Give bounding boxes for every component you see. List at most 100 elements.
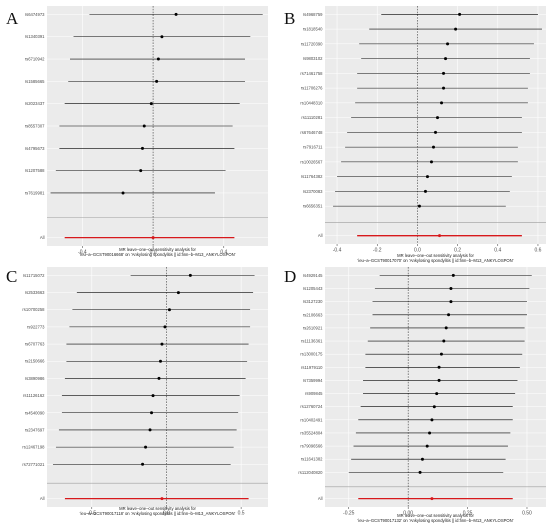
snp-label: rs6656351 — [303, 204, 323, 209]
snp-label: rs4929145 — [303, 273, 323, 278]
snp-label: rs7359994 — [303, 378, 323, 383]
snp-label: rs12467198 — [22, 445, 45, 450]
estimate-point — [176, 291, 180, 295]
snp-label: rs2370083 — [303, 189, 323, 194]
snp-label: rs3890986 — [25, 376, 45, 381]
snp-label: rs35524804 — [300, 430, 323, 435]
caption-line-2: 'ieu–a–GCST90017118' on 'Ankylosing spon… — [80, 511, 236, 516]
estimate-point — [141, 462, 145, 466]
x-tick-label: -0.25 — [343, 511, 355, 517]
estimate-point — [160, 35, 164, 39]
snp-label: rs11715072 — [23, 273, 45, 278]
snp-label: rs2533663 — [25, 290, 45, 295]
snp-label: rs10448310 — [300, 100, 323, 105]
snp-label: rs11136361 — [301, 339, 323, 344]
estimate-point — [451, 273, 455, 277]
snp-label: rs922773 — [27, 324, 45, 329]
snp-label: rs12760724 — [300, 404, 323, 409]
snp-label: rs1340391 — [25, 34, 45, 39]
panel-label: D — [284, 267, 296, 286]
all-label: All — [40, 496, 45, 501]
snp-label: rs71461758 — [300, 71, 323, 76]
estimate-point — [440, 101, 444, 105]
caption-line-1: MR leave–one–out sensitivity analysis fo… — [397, 513, 474, 518]
estimate-point — [188, 273, 192, 277]
estimate-point — [420, 457, 424, 461]
snp-label: rs7916711 — [303, 145, 323, 150]
snp-label: rs4540090 — [25, 410, 45, 415]
x-tick-label: 0.00 — [403, 511, 413, 517]
snp-label: rs2347697 — [25, 427, 45, 432]
caption-line-2: 'ieu–a–GCST90016668' on 'Ankylosing spon… — [80, 252, 236, 257]
snp-label: rs13000175 — [300, 352, 323, 357]
snp-label: rs4968759 — [303, 12, 323, 17]
x-tick-label: -0.2 — [373, 248, 382, 254]
snp-label: rs909845 — [305, 391, 323, 396]
snp-label: rs1818540 — [303, 27, 323, 32]
estimate-point — [435, 392, 439, 396]
snp-label: rs72771021 — [22, 462, 45, 467]
snp-label: rs1205443 — [303, 286, 323, 291]
x-tick-label: -0.4 — [78, 250, 87, 256]
x-tick-label: 0.50 — [522, 511, 532, 517]
snp-label: rs67646748 — [300, 130, 323, 135]
estimate-point — [149, 102, 153, 106]
snp-label: rs10402491 — [300, 417, 323, 422]
snp-label: rs11706276 — [301, 86, 323, 91]
estimate-point — [436, 116, 440, 120]
estimate-point — [142, 124, 146, 128]
x-tick-label: 0.0 — [163, 511, 170, 517]
all-estimate-point — [430, 497, 434, 501]
plot-background — [325, 267, 546, 507]
x-tick-label: -0.4 — [333, 248, 342, 254]
all-estimate-point — [151, 236, 155, 240]
x-tick-label: 0.4 — [494, 248, 501, 254]
caption-line-2: 'ieu–a–GCST90017070' on 'Ankylosing spon… — [358, 258, 514, 263]
estimate-point — [144, 445, 148, 449]
snp-label: rs3127230 — [303, 299, 323, 304]
estimate-point — [437, 378, 441, 382]
estimate-point — [431, 145, 435, 149]
snp-label: rs10026567 — [300, 159, 323, 164]
estimate-point — [442, 86, 446, 90]
estimate-point — [428, 431, 432, 435]
estimate-point — [444, 57, 448, 61]
caption-line-1: MR leave–one–out sensitivity analysis fo… — [397, 253, 474, 258]
x-tick-label: 0.4 — [220, 250, 227, 256]
snp-label: rs1207588 — [25, 168, 45, 173]
estimate-point — [442, 339, 446, 343]
x-tick-label: 0.25 — [463, 511, 473, 517]
estimate-point — [139, 169, 143, 173]
caption-line-1: MR leave–one–out sensitivity analysis fo… — [119, 247, 196, 252]
snp-label: rs9803102 — [303, 56, 323, 61]
estimate-point — [121, 191, 125, 195]
estimate-point — [425, 175, 429, 179]
estimate-point — [458, 12, 462, 16]
snp-label: rs11764382 — [301, 174, 323, 179]
snp-label: rs11110281 — [301, 115, 323, 120]
estimate-point — [140, 146, 144, 150]
x-tick-label: -0.5 — [87, 511, 96, 517]
snp-label: rs2150666 — [25, 359, 45, 364]
all-estimate-point — [438, 234, 442, 238]
estimate-point — [447, 313, 451, 317]
snp-label: rs112040820 — [298, 470, 323, 475]
snp-label: rs2610921 — [303, 325, 323, 330]
estimate-point — [157, 376, 161, 380]
estimate-point — [429, 160, 433, 164]
snp-label: rs2106663 — [303, 312, 323, 317]
snp-label: rs7619981 — [25, 190, 45, 195]
all-estimate-point — [160, 497, 164, 501]
caption-line-1: MR leave–one–out sensitivity analysis fo… — [119, 506, 196, 511]
snp-label: rs11641382 — [301, 457, 323, 462]
plot-background — [47, 267, 268, 507]
estimate-point — [417, 204, 421, 208]
estimate-point — [437, 365, 441, 369]
snp-label: rs1585665 — [25, 79, 45, 84]
panel-label: A — [6, 9, 19, 28]
estimate-point — [442, 71, 446, 75]
estimate-point — [150, 411, 154, 415]
x-tick-label: 0.5 — [238, 511, 245, 517]
